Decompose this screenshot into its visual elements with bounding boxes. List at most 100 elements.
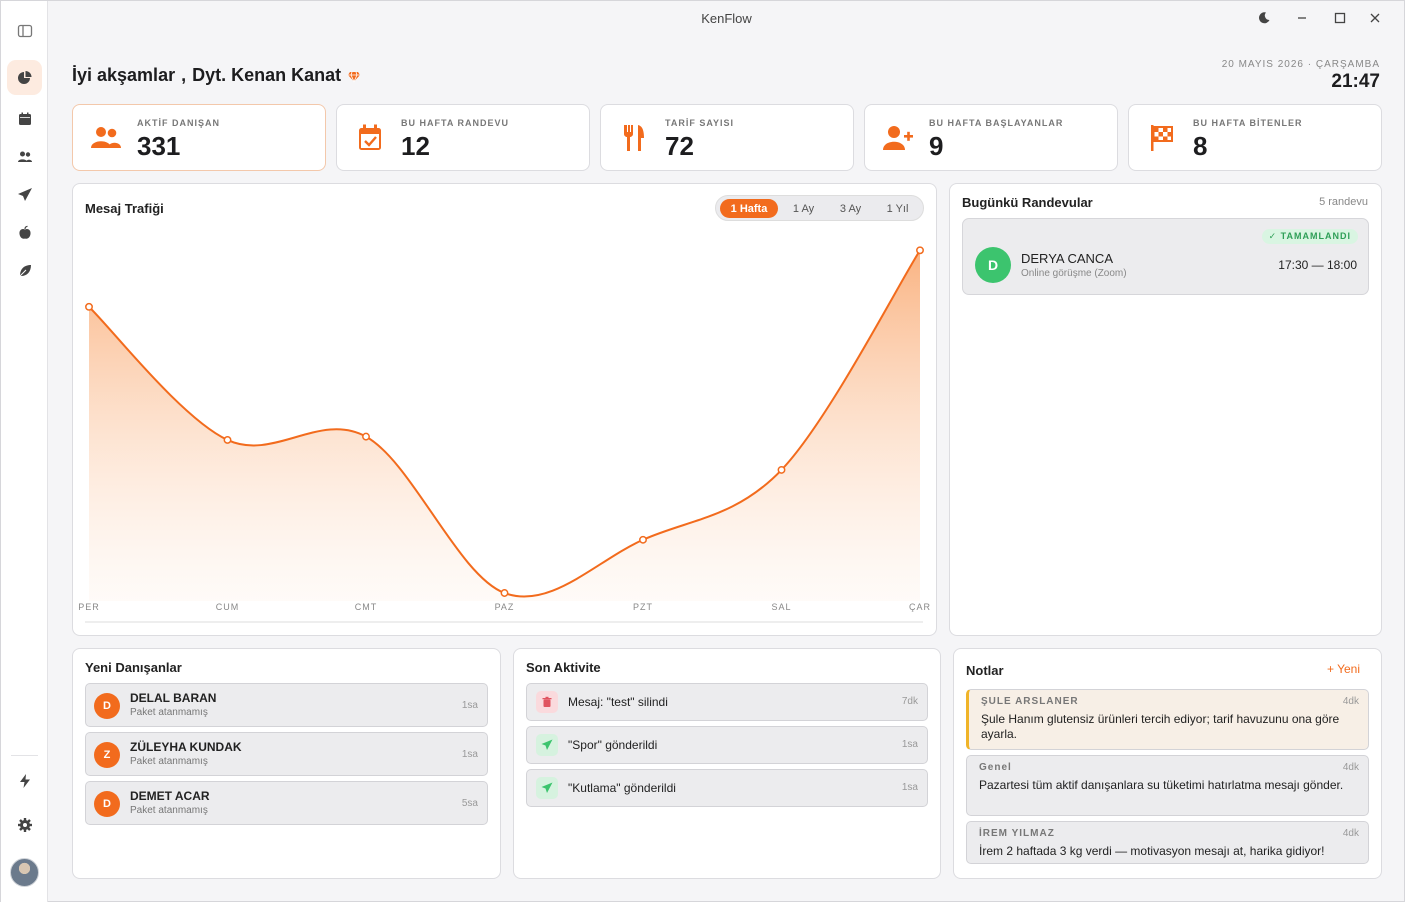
message-traffic-panel [72,183,937,636]
send-icon [536,734,558,756]
new-note-button[interactable]: + Yeni [1326,662,1360,676]
panel-title-notes: Notlar [966,663,1004,678]
note-time-ago: 4dk [1342,762,1359,773]
user-name: Dyt. Kenan Kanat [192,65,342,85]
avatar: D [975,247,1011,283]
stat-card-recipe-count[interactable]: TARİF SAYISI 72 [600,104,854,171]
x-axis-tick-label: PZT [633,602,653,612]
checkered-flag-icon [1151,125,1173,151]
send-icon [536,777,558,799]
client-name: DELAL BARAN [130,691,217,705]
appointment-count: 5 randevu [1319,196,1368,208]
bolt-icon[interactable] [7,763,42,798]
gear-icon[interactable] [7,807,42,842]
stat-card-active-clients[interactable]: AKTİF DANIŞAN 331 [72,104,326,171]
note-text: Şule Hanım glutensiz ürünleri tercih edi… [981,712,1340,741]
window-title: KenFlow [701,11,752,26]
client-time-ago: 1sa [461,749,478,760]
maximize-icon[interactable] [1331,9,1349,27]
list-item[interactable]: D DEMET ACAR Paket atanmamış 5sa [85,781,488,825]
stat-card-weekly-appointments[interactable]: BU HAFTA RANDEVU 12 [336,104,590,171]
activity-text: "Spor" gönderildi [568,738,658,752]
note-time-ago: 4dk [1342,828,1359,839]
stat-label: BU HAFTA BAŞLAYANLAR [929,118,1064,128]
close-icon[interactable] [1366,9,1384,27]
range-selector: 1 Hafta 1 Ay 3 Ay 1 Yıl [715,195,924,221]
appointment-time: 17:30 — 18:00 [1278,258,1357,272]
avatar[interactable] [10,858,39,887]
panel-title-new-clients: Yeni Danışanlar [85,660,182,675]
activity-item[interactable]: Mesaj: "test" silindi 7dk [526,683,928,721]
appointment-card[interactable]: D DERYA CANCA Online görüşme (Zoom) ✓ TA… [962,218,1369,295]
range-option-3-months[interactable]: 3 Ay [839,202,862,215]
stat-value: 331 [137,131,181,161]
note-item[interactable]: İREM YILMAZ 4dk İrem 2 haftada 3 kg verd… [966,821,1369,864]
send-icon[interactable] [7,177,42,212]
apple-icon[interactable] [7,215,42,250]
gem-icon [348,71,361,82]
theme-toggle-moon-icon[interactable] [1255,9,1273,27]
pie-chart-icon[interactable] [7,60,42,95]
panel-title-activity: Son Aktivite [526,660,601,675]
avatar: Z [94,742,120,768]
client-time-ago: 5sa [461,798,478,809]
x-axis-tick-label: CMT [354,602,378,612]
client-package: Paket atanmamış [130,756,208,767]
status-badge: ✓ TAMAMLANDI [1261,229,1358,244]
range-option-1-year[interactable]: 1 Yıl [886,202,909,215]
sidebar-divider [11,755,38,756]
stat-value: 12 [401,131,430,161]
calendar-icon[interactable] [7,101,42,136]
stat-value: 8 [1193,131,1208,161]
appointment-client-name: DERYA CANCA [1021,251,1113,266]
panel-toggle-icon[interactable] [7,13,42,48]
stat-label: AKTİF DANIŞAN [137,118,220,128]
current-date: 20 MAYIS 2026 · ÇARŞAMBA [1221,59,1380,70]
users-icon[interactable] [7,139,42,174]
range-option-1-week[interactable]: 1 Hafta [720,199,778,218]
range-option-1-month[interactable]: 1 Ay [792,202,815,215]
x-axis-tick-label: ÇAR [908,602,932,612]
utensils-icon [624,125,644,151]
note-item[interactable]: ŞULE ARSLANER 4dk Şule Hanım glutensiz ü… [966,689,1369,750]
panel-title-appointments: Bugünkü Randevular [962,195,1093,210]
note-text: İrem 2 haftada 3 kg verdi — motivasyon m… [979,844,1325,858]
note-author: Genel [979,762,1012,773]
activity-item[interactable]: "Kutlama" gönderildi 1sa [526,769,928,807]
note-time-ago: 4dk [1342,696,1359,707]
client-name: ZÜLEYHA KUNDAK [130,740,242,754]
appointment-type: Online görüşme (Zoom) [1021,268,1127,279]
stat-label: BU HAFTA RANDEVU [401,118,509,128]
activity-time-ago: 1sa [901,782,918,793]
client-name: DEMET ACAR [130,789,210,803]
activity-item[interactable]: "Spor" gönderildi 1sa [526,726,928,764]
note-item[interactable]: Genel 4dk Pazartesi tüm aktif danışanlar… [966,755,1369,816]
stat-label: TARİF SAYISI [665,118,735,128]
user-plus-icon [883,126,913,150]
client-package: Paket atanmamış [130,805,208,816]
sidebar [1,1,48,902]
stat-label: BU HAFTA BİTENLER [1193,118,1303,128]
x-axis-tick-label: CUM [215,602,240,612]
stat-value: 9 [929,131,944,161]
calendar-check-icon [359,124,381,150]
stat-card-ended-this-week[interactable]: BU HAFTA BİTENLER 8 [1128,104,1382,171]
client-time-ago: 1sa [461,700,478,711]
stat-card-started-this-week[interactable]: BU HAFTA BAŞLAYANLAR 9 [864,104,1118,171]
trash-icon [536,691,558,713]
x-axis-tick-label: PER [78,602,100,612]
titlebar: KenFlow [48,1,1405,35]
x-axis-tick-label: PAZ [494,602,515,612]
activity-text: Mesaj: "test" silindi [568,695,668,709]
x-axis-tick-label: SAL [771,602,792,612]
list-item[interactable]: D DELAL BARAN Paket atanmamış 1sa [85,683,488,727]
minimize-icon[interactable] [1293,9,1311,27]
panel-title-traffic: Mesaj Trafiği [85,201,164,216]
note-text: Pazartesi tüm aktif danışanlara su tüket… [979,778,1344,792]
page-title: İyi akşamlar , Dyt. Kenan Kanat [72,65,361,86]
leaf-icon[interactable] [7,253,42,288]
greeting-separator: , [181,65,187,85]
list-item[interactable]: Z ZÜLEYHA KUNDAK Paket atanmamış 1sa [85,732,488,776]
note-author: İREM YILMAZ [979,828,1055,839]
current-time: 21:47 [1331,71,1380,92]
